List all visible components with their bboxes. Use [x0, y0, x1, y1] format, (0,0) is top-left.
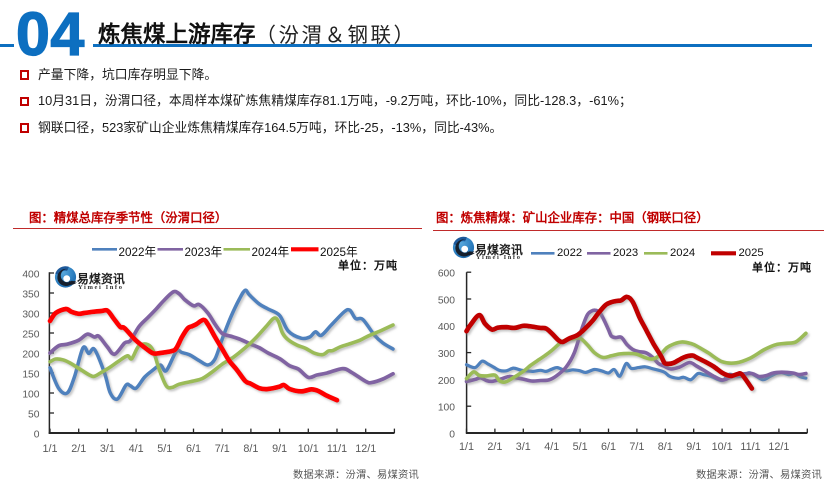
svg-text:9/1: 9/1	[686, 441, 701, 453]
svg-text:8/1: 8/1	[243, 443, 258, 455]
svg-text:300: 300	[22, 309, 39, 320]
svg-text:400: 400	[438, 322, 455, 333]
svg-text:0: 0	[34, 429, 40, 440]
svg-text:1/1: 1/1	[459, 441, 474, 453]
svg-text:3/1: 3/1	[516, 441, 531, 453]
svg-text:0: 0	[449, 429, 455, 440]
svg-text:100: 100	[438, 403, 455, 414]
svg-text:7/1: 7/1	[629, 441, 644, 453]
svg-text:2/1: 2/1	[71, 443, 86, 455]
svg-text:350: 350	[22, 289, 39, 300]
svg-text:12/1: 12/1	[355, 443, 376, 455]
svg-text:11/1: 11/1	[327, 443, 347, 455]
svg-text:500: 500	[438, 295, 455, 306]
svg-text:300: 300	[438, 349, 455, 360]
svg-text:7/1: 7/1	[215, 443, 230, 455]
svg-text:9/1: 9/1	[272, 443, 287, 455]
svg-text:6/1: 6/1	[601, 441, 616, 453]
svg-text:1/1: 1/1	[42, 443, 57, 455]
svg-text:6/1: 6/1	[186, 443, 201, 455]
svg-text:400: 400	[22, 269, 39, 280]
svg-text:4/1: 4/1	[129, 443, 144, 455]
svg-text:200: 200	[438, 376, 455, 387]
svg-text:11/1: 11/1	[740, 441, 760, 453]
svg-text:3/1: 3/1	[100, 443, 115, 455]
svg-text:12/1: 12/1	[768, 441, 789, 453]
svg-text:150: 150	[22, 369, 39, 380]
svg-text:5/1: 5/1	[157, 443, 172, 455]
svg-text:250: 250	[22, 329, 39, 340]
svg-text:50: 50	[28, 409, 40, 420]
svg-text:600: 600	[438, 269, 455, 280]
svg-text:10/1: 10/1	[712, 441, 733, 453]
svg-text:100: 100	[22, 389, 39, 400]
svg-text:200: 200	[22, 349, 39, 360]
svg-text:4/1: 4/1	[544, 441, 559, 453]
svg-text:10/1: 10/1	[298, 443, 319, 455]
svg-text:5/1: 5/1	[573, 441, 588, 453]
svg-text:8/1: 8/1	[658, 441, 673, 453]
svg-text:2/1: 2/1	[487, 441, 502, 453]
